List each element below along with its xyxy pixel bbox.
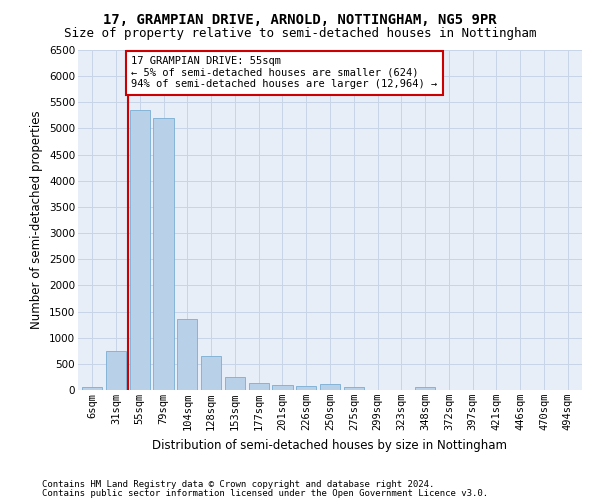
Bar bbox=[344, 387, 364, 390]
Text: Size of property relative to semi-detached houses in Nottingham: Size of property relative to semi-detach… bbox=[64, 28, 536, 40]
Bar bbox=[320, 384, 340, 390]
Y-axis label: Number of semi-detached properties: Number of semi-detached properties bbox=[31, 110, 43, 330]
X-axis label: Distribution of semi-detached houses by size in Nottingham: Distribution of semi-detached houses by … bbox=[152, 438, 508, 452]
Text: 17 GRAMPIAN DRIVE: 55sqm
← 5% of semi-detached houses are smaller (624)
94% of s: 17 GRAMPIAN DRIVE: 55sqm ← 5% of semi-de… bbox=[131, 56, 438, 90]
Text: 17, GRAMPIAN DRIVE, ARNOLD, NOTTINGHAM, NG5 9PR: 17, GRAMPIAN DRIVE, ARNOLD, NOTTINGHAM, … bbox=[103, 12, 497, 26]
Bar bbox=[296, 386, 316, 390]
Bar bbox=[201, 356, 221, 390]
Text: Contains HM Land Registry data © Crown copyright and database right 2024.: Contains HM Land Registry data © Crown c… bbox=[42, 480, 434, 489]
Bar bbox=[177, 320, 197, 390]
Bar bbox=[154, 118, 173, 390]
Bar bbox=[82, 388, 103, 390]
Bar bbox=[130, 110, 150, 390]
Bar bbox=[248, 384, 269, 390]
Bar bbox=[272, 386, 293, 390]
Bar bbox=[225, 377, 245, 390]
Bar bbox=[106, 351, 126, 390]
Bar bbox=[415, 387, 435, 390]
Text: Contains public sector information licensed under the Open Government Licence v3: Contains public sector information licen… bbox=[42, 488, 488, 498]
